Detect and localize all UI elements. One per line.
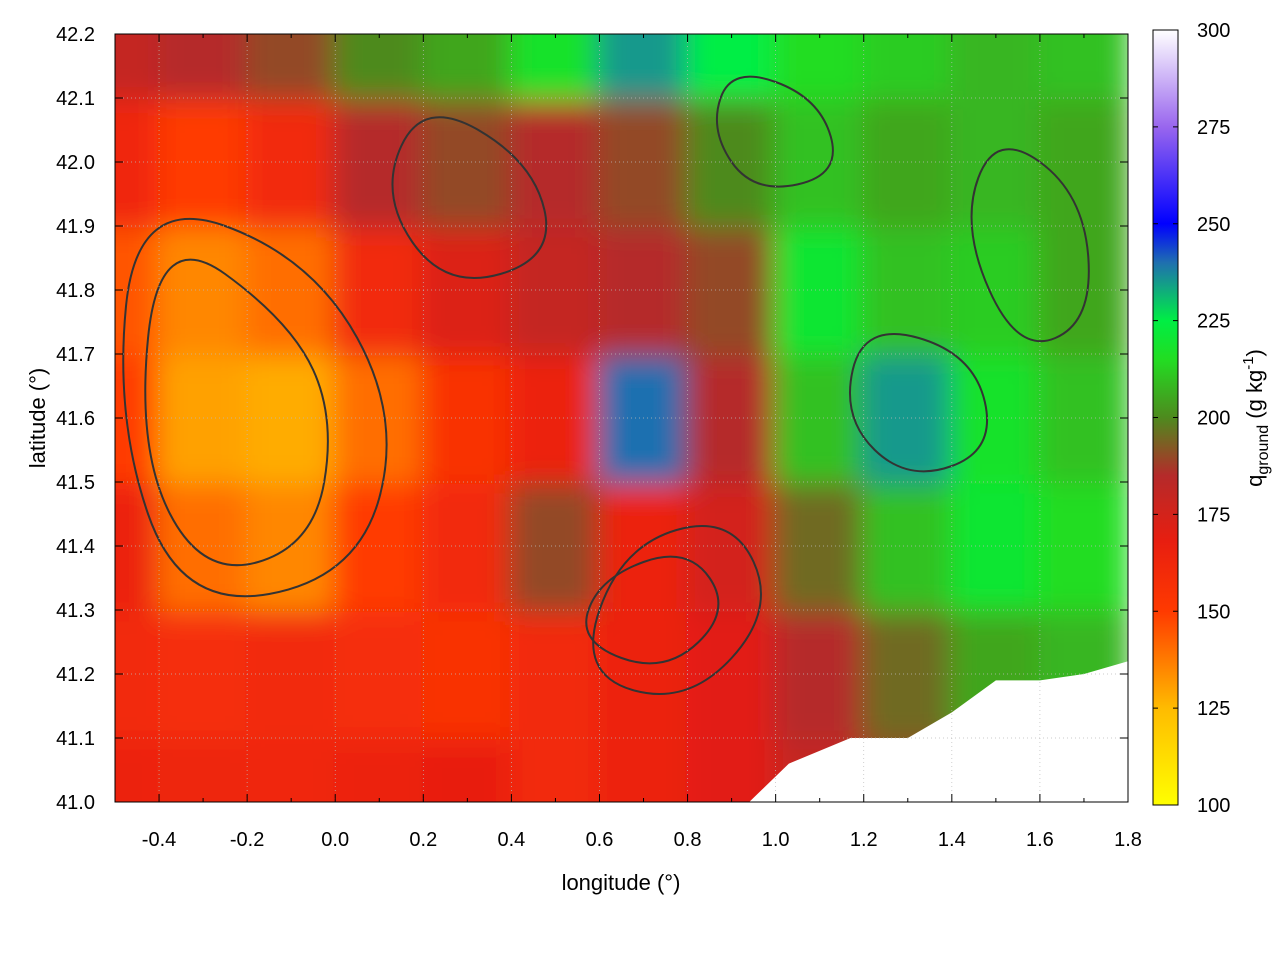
heatmap-cell xyxy=(421,34,514,100)
grid-lines xyxy=(115,34,1128,802)
contour-line xyxy=(715,75,834,188)
colorbar-tick-label: 100 xyxy=(1197,795,1230,817)
x-tick-label: 0.8 xyxy=(674,829,702,851)
y-tick-label: 41.8 xyxy=(56,280,95,302)
heatmap-cell xyxy=(1037,352,1128,484)
x-axis-label: longitude (°) xyxy=(562,870,681,895)
x-tick-label: 0.4 xyxy=(497,829,525,851)
heatmap-cell xyxy=(1037,96,1128,228)
heatmap-cell xyxy=(685,34,778,100)
contour-line xyxy=(144,258,329,567)
contour-line xyxy=(970,148,1090,343)
y-axis-label: latitude (°) xyxy=(25,368,50,469)
contour-lines xyxy=(122,75,1090,695)
missing-data-polygon xyxy=(749,661,1128,802)
colorbar-tick-label: 200 xyxy=(1197,408,1230,430)
y-tick-label: 42.2 xyxy=(56,24,95,46)
y-tick-label: 41.7 xyxy=(56,344,95,366)
colorbar-label-sup: -1 xyxy=(1240,356,1257,369)
y-tick-label: 41.3 xyxy=(56,600,95,622)
colorbar-tick-label: 125 xyxy=(1197,698,1230,720)
contour-line xyxy=(585,555,720,665)
x-tick-label: 0.6 xyxy=(586,829,614,851)
heatmap-cell xyxy=(157,736,250,802)
x-tick-label: 1.0 xyxy=(762,829,790,851)
y-tick-label: 41.6 xyxy=(56,408,95,430)
colorbar-ticks: 100 125 150 175 200 225 250 275 300 xyxy=(1153,20,1230,817)
heatmap-cell xyxy=(509,34,602,100)
colorbar-tick-label: 300 xyxy=(1197,20,1230,42)
y-tick-label: 41.5 xyxy=(56,472,95,494)
heatmap-cell xyxy=(115,736,162,802)
y-tick-label: 41.9 xyxy=(56,216,95,238)
heatmap-cell xyxy=(333,34,426,100)
contour-line xyxy=(122,217,388,598)
heatmap-cell xyxy=(115,34,162,100)
heatmap-cell xyxy=(1037,224,1128,356)
heatmap-cell xyxy=(861,34,954,100)
x-tick-label: 0.2 xyxy=(409,829,437,851)
x-tick-label: -0.4 xyxy=(142,829,176,851)
colorbar-label: qground (g kg-1) xyxy=(1240,349,1272,487)
x-axis: -0.4 -0.2 0.0 0.2 0.4 0.6 0.8 1.0 1.2 1.4 1.6 1.8 xyxy=(142,34,1142,851)
y-axis: 41.0 41.1 41.2 41.3 41.4 41.5 41.6 41.7 41.8 41.9… xyxy=(56,24,1128,814)
missing-data-region xyxy=(749,661,1128,802)
heatmap-cell xyxy=(157,34,250,100)
contour-line xyxy=(391,116,548,279)
heatmap-cell xyxy=(421,736,514,802)
heatmap-cell xyxy=(597,736,690,802)
colorbar-tick-label: 150 xyxy=(1197,601,1230,623)
y-tick-label: 42.0 xyxy=(56,152,95,174)
colorbar: 100 125 150 175 200 225 250 275 300 qground (g k… xyxy=(1152,20,1272,817)
y-tick-label: 41.4 xyxy=(56,536,95,558)
heatmap-cell xyxy=(949,34,1042,100)
colorbar-label-main: q xyxy=(1242,475,1267,487)
y-tick-label: 41.1 xyxy=(56,728,95,750)
heatmap-cell xyxy=(1037,480,1128,612)
y-tick-label: 41.2 xyxy=(56,664,95,686)
heatmap-cell xyxy=(597,34,690,100)
colorbar-tick-label: 175 xyxy=(1197,504,1230,526)
colorbar-tick-label: 275 xyxy=(1197,117,1230,139)
heatmap-cell xyxy=(1037,34,1128,100)
colorbar-label-close: ) xyxy=(1242,349,1267,356)
contour-line xyxy=(849,333,989,473)
heatmap-cell xyxy=(245,736,338,802)
x-tick-label: -0.2 xyxy=(230,829,264,851)
colorbar-tick-label: 225 xyxy=(1197,311,1230,333)
colorbar-label-sub: ground xyxy=(1255,425,1272,475)
heatmap-cell xyxy=(245,34,338,100)
contour-line xyxy=(592,525,762,695)
colorbar-tick-label: 250 xyxy=(1197,214,1230,236)
x-tick-label: 1.8 xyxy=(1114,829,1142,851)
x-tick-label: 1.2 xyxy=(850,829,878,851)
x-tick-label: 0.0 xyxy=(321,829,349,851)
colorbar-label-unit: (g kg xyxy=(1242,370,1267,425)
y-tick-label: 42.1 xyxy=(56,88,95,110)
heatmap-cell xyxy=(773,34,866,100)
y-tick-label: 41.0 xyxy=(56,792,95,814)
heatmap-cell xyxy=(509,736,602,802)
x-tick-label: 1.4 xyxy=(938,829,966,851)
heatmap-cell xyxy=(333,736,426,802)
x-tick-label: 1.6 xyxy=(1026,829,1054,851)
